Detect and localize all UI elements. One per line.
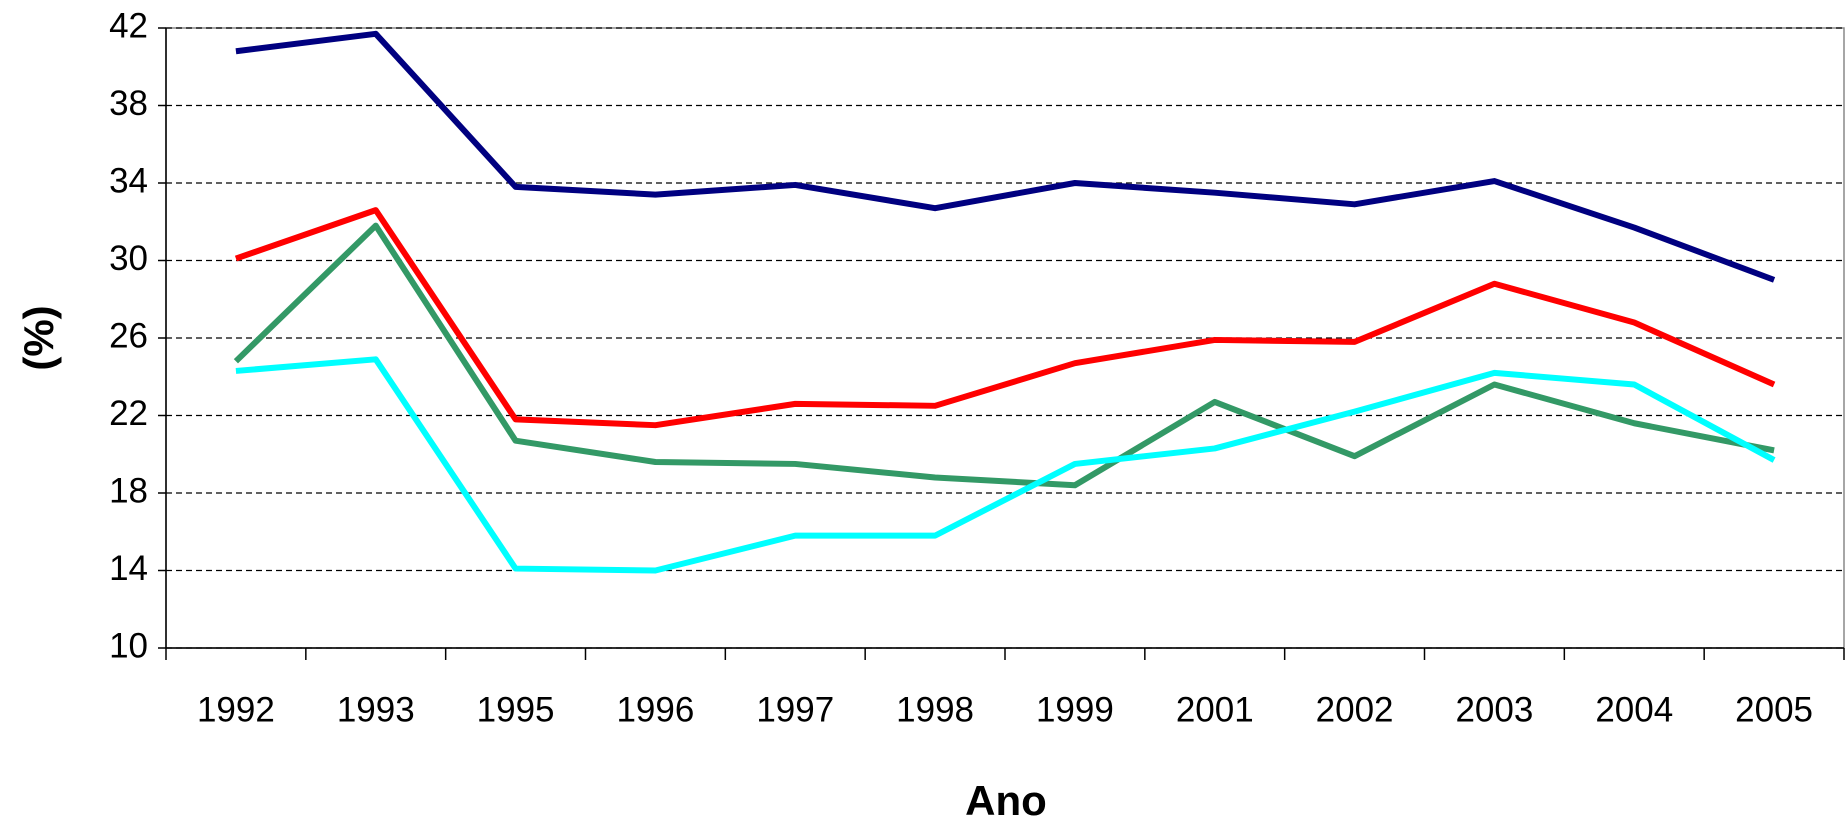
x-tick-label: 2005	[1735, 690, 1813, 729]
x-tick-label: 1992	[197, 690, 275, 729]
y-tick-label: 30	[109, 239, 148, 278]
x-tick-label: 2004	[1595, 690, 1673, 729]
x-tick-label: 2001	[1176, 690, 1254, 729]
y-tick-label: 14	[109, 549, 148, 588]
y-tick-label: 34	[109, 161, 148, 200]
x-tick-label: 1996	[616, 690, 694, 729]
x-tick-label: 2003	[1455, 690, 1533, 729]
x-tick-label: 1998	[896, 690, 974, 729]
x-axis-title: Ano	[965, 777, 1047, 824]
x-tick-label: 2002	[1316, 690, 1394, 729]
y-tick-label: 18	[109, 471, 148, 510]
y-tick-label: 10	[109, 626, 148, 665]
x-tick-label: 1995	[477, 690, 555, 729]
y-tick-label: 26	[109, 316, 148, 355]
y-tick-label: 38	[109, 84, 148, 123]
x-tick-label: 1993	[337, 690, 415, 729]
x-tick-label: 1999	[1036, 690, 1114, 729]
y-tick-label: 42	[109, 6, 148, 45]
series-line	[234, 207, 1776, 429]
series-line	[235, 356, 1776, 574]
series-line	[233, 222, 1775, 489]
series-line	[235, 30, 1776, 283]
x-tick-label: 1997	[756, 690, 834, 729]
y-axis-title: (%)	[15, 305, 62, 370]
y-tick-label: 22	[109, 394, 148, 433]
